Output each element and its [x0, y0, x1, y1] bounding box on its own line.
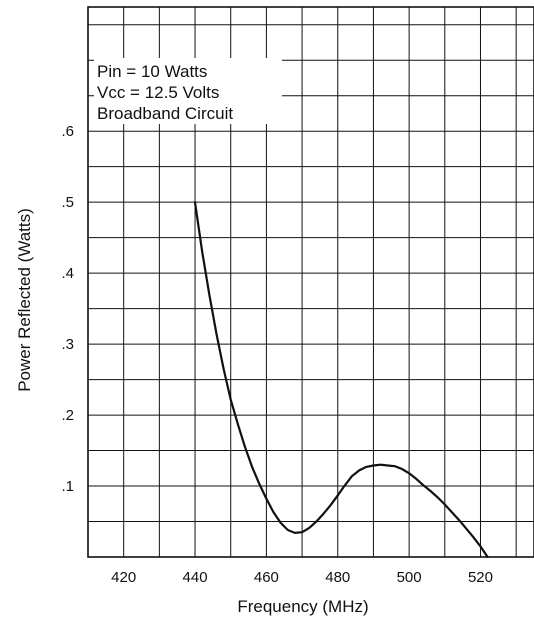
y-tick-label: .2: [61, 407, 74, 424]
annotation-background: [94, 58, 282, 124]
y-tick-labels: .1 .2 .3 .4 .5 .6: [61, 123, 74, 495]
x-tick-label: 500: [397, 569, 422, 586]
x-tick-label: 440: [183, 569, 208, 586]
y-tick-label: .6: [61, 123, 74, 140]
series-line: [193, 201, 489, 559]
annotation-pin: Pin = 10 Watts: [97, 62, 207, 81]
annotation-vcc: Vcc = 12.5 Volts: [97, 83, 219, 102]
plot-frame: [87, 6, 534, 558]
y-tick-label: .4: [61, 265, 74, 282]
x-tick-labels: 420 440 460 480 500 520: [111, 569, 493, 586]
y-tick-label: .5: [61, 194, 74, 211]
y-tick-label: .1: [61, 478, 74, 495]
x-tick-label: 460: [254, 569, 279, 586]
x-tick-label: 420: [111, 569, 136, 586]
y-tick-label: .3: [61, 336, 74, 353]
x-tick-label: 520: [468, 569, 493, 586]
y-axis-label: Power Reflected (Watts): [15, 208, 34, 392]
annotation-circuit: Broadband Circuit: [97, 104, 233, 123]
x-tick-label: 480: [325, 569, 350, 586]
x-axis-label: Frequency (MHz): [237, 597, 368, 616]
